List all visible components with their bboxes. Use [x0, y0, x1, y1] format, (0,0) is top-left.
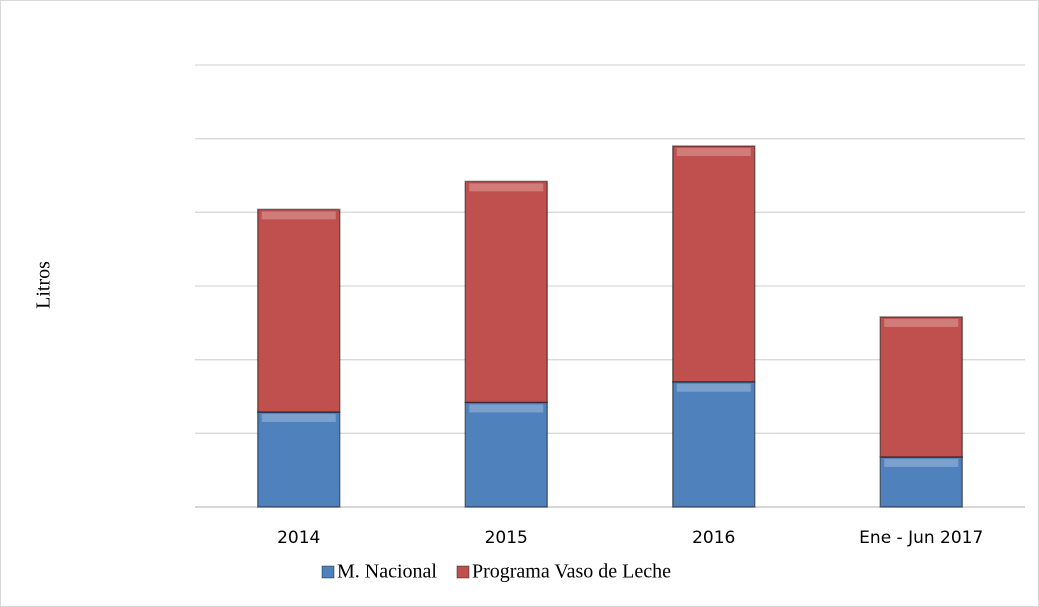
- legend-swatch: [321, 565, 335, 579]
- bar-segment: [672, 145, 756, 383]
- x-tick-label: 2014: [277, 528, 320, 548]
- bar-bevel: [884, 458, 959, 467]
- bar-segment: [879, 316, 963, 458]
- bar-bevel: [676, 148, 751, 157]
- bar-segment: [257, 411, 341, 508]
- bar-segment: [464, 401, 548, 508]
- y-axis-label: Litros: [33, 261, 55, 309]
- x-tick-label: Ene - Jun 2017: [859, 528, 983, 548]
- legend-label: Programa Vaso de Leche: [472, 561, 671, 583]
- legend-label: M. Nacional: [337, 561, 437, 583]
- bar-bevel: [469, 404, 544, 413]
- x-tick-label: 2015: [485, 528, 528, 548]
- bar-segment: [257, 208, 341, 413]
- bar-bevel: [261, 211, 336, 220]
- bar-bevel: [884, 318, 959, 327]
- bar-bevel: [676, 383, 751, 392]
- bar-segment: [672, 381, 756, 508]
- bar-segment: [879, 456, 963, 508]
- x-tick-label: 2016: [692, 528, 735, 548]
- bar-bevel: [469, 183, 544, 192]
- bar-segment: [464, 180, 548, 404]
- legend-swatch: [456, 565, 470, 579]
- bar-bevel: [261, 413, 336, 422]
